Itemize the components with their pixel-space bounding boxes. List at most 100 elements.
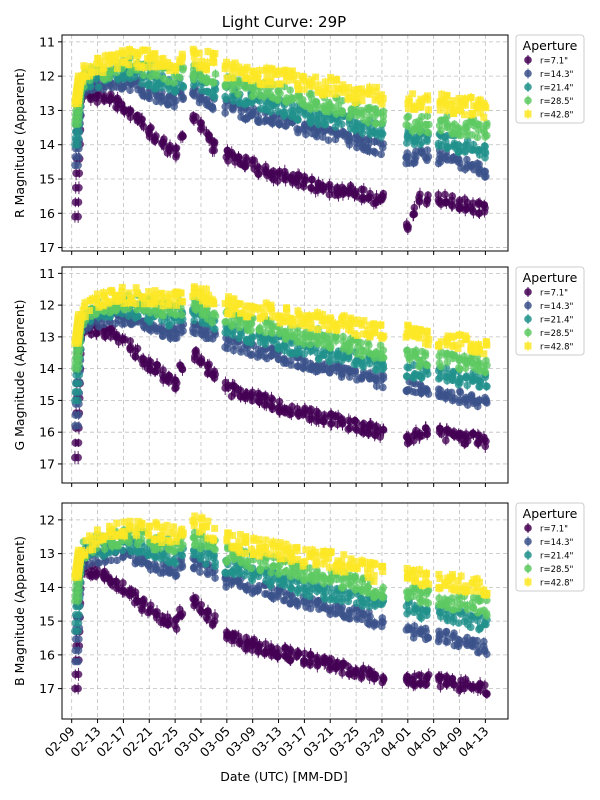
data-point (75, 371, 84, 379)
data-point (132, 59, 140, 67)
data-point (139, 354, 147, 363)
data-point (294, 110, 302, 118)
panel-r-x-ticks (71, 251, 486, 255)
data-point (273, 170, 282, 179)
data-point (324, 183, 333, 191)
data-point (152, 132, 160, 140)
data-point (247, 351, 255, 359)
data-point (254, 87, 263, 95)
data-point (247, 334, 256, 343)
data-point (371, 87, 379, 95)
data-point (454, 155, 463, 163)
data-point (418, 98, 426, 106)
data-point (332, 84, 340, 92)
data-point (476, 109, 484, 117)
data-point (74, 411, 83, 419)
data-point (447, 156, 456, 165)
data-point (171, 384, 179, 393)
data-point (474, 437, 483, 446)
data-point (371, 365, 380, 374)
data-point (321, 78, 329, 86)
data-point (312, 98, 321, 106)
data-point (160, 135, 168, 143)
data-point (299, 410, 307, 419)
data-point (152, 85, 160, 93)
data-point (74, 198, 83, 207)
data-point (371, 375, 380, 383)
data-point (379, 426, 388, 434)
data-point (93, 60, 101, 68)
data-point (441, 436, 450, 445)
data-point (275, 67, 283, 75)
data-point (425, 120, 433, 129)
data-point (337, 363, 346, 372)
data-point (370, 129, 379, 137)
data-point (197, 62, 205, 70)
data-point (228, 80, 236, 89)
data-point (377, 150, 385, 159)
data-point (467, 391, 476, 399)
data-point (273, 177, 282, 185)
data-point (424, 152, 433, 161)
data-point (190, 48, 198, 56)
data-point (325, 90, 333, 98)
data-point (227, 148, 236, 157)
data-point (312, 407, 321, 416)
data-point (443, 106, 451, 114)
data-point (279, 341, 288, 350)
data-point (210, 58, 218, 66)
data-point (191, 347, 200, 356)
data-point (331, 90, 339, 98)
data-point (441, 96, 449, 104)
data-point (281, 108, 289, 117)
data-point (176, 361, 184, 370)
data-point (118, 50, 126, 58)
data-point (170, 78, 178, 87)
data-point (156, 93, 165, 102)
data-point (307, 119, 315, 127)
series-r7 (71, 79, 489, 235)
data-point (480, 397, 489, 405)
data-point (357, 85, 365, 93)
data-point (376, 433, 384, 441)
data-point (114, 58, 122, 66)
data-point (482, 121, 491, 130)
data-point (276, 80, 284, 88)
data-point (319, 133, 327, 141)
data-point (325, 84, 333, 92)
data-point (74, 453, 82, 462)
data-point (308, 82, 316, 90)
data-point (178, 53, 186, 61)
data-point (120, 58, 128, 66)
data-point (139, 47, 147, 55)
data-point (474, 198, 483, 207)
data-point (282, 66, 290, 74)
data-point (480, 168, 489, 176)
data-point (463, 381, 472, 390)
data-point (79, 71, 87, 79)
data-point (364, 193, 372, 202)
data-point (321, 88, 329, 96)
data-point (208, 77, 217, 86)
data-point (371, 119, 380, 128)
data-point (354, 86, 362, 94)
data-point (338, 96, 347, 105)
data-point (267, 77, 275, 85)
data-point (153, 72, 161, 80)
data-point (172, 153, 180, 161)
data-point (172, 144, 181, 152)
data-point (189, 70, 198, 78)
data-point (417, 374, 426, 382)
data-point (312, 73, 320, 81)
data-point (229, 74, 237, 82)
data-point (146, 63, 154, 71)
data-point (305, 365, 313, 373)
data-point (190, 316, 199, 325)
data-point (409, 387, 417, 396)
data-point (74, 388, 83, 396)
data-point (436, 106, 444, 114)
data-point (417, 103, 425, 111)
data-point (255, 164, 263, 172)
data-point (228, 67, 236, 75)
data-point (402, 159, 410, 168)
